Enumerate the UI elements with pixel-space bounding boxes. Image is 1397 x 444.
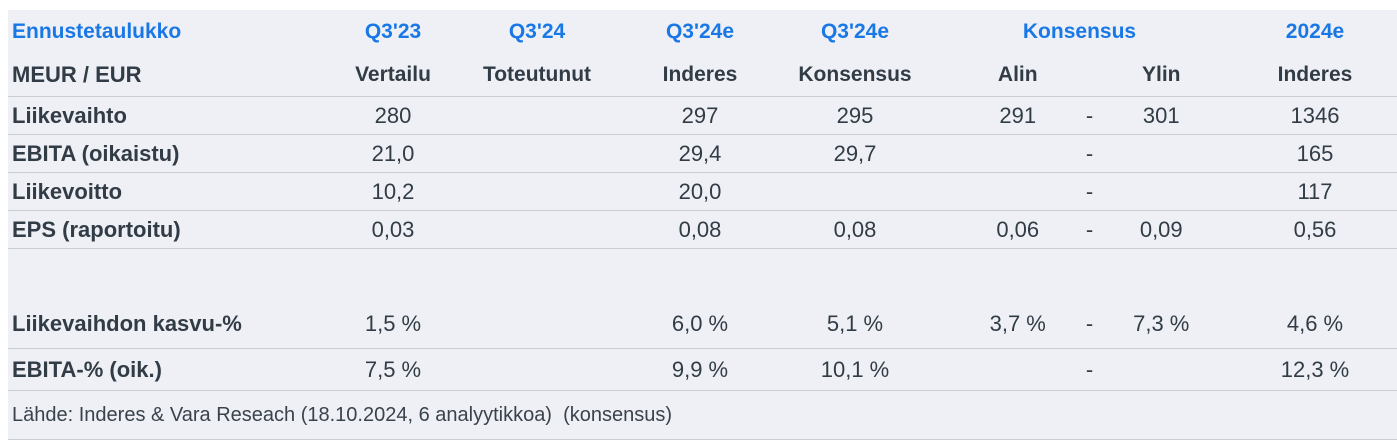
value-2024e: 1346 — [1290, 102, 1340, 128]
value-ylin: 0,09 — [1139, 216, 1183, 242]
range-dash: - — [1085, 178, 1094, 204]
table-title: Ennustetaulukko — [12, 20, 182, 43]
col-header-vertailu: Vertailu — [355, 63, 431, 86]
col-header-konsensus: Konsensus — [798, 63, 912, 86]
col-header-ylin: Ylin — [1141, 63, 1181, 86]
value-2024e: 0,56 — [1293, 216, 1337, 242]
col-header-q3-24: Q3'24 — [508, 20, 566, 43]
table-header: Ennustetaulukko Q3'23 Q3'24 Q3'24e Q3'24… — [8, 10, 1397, 97]
value-range: - — [926, 356, 1233, 382]
value-2024e: 165 — [1296, 140, 1334, 166]
value-inderes: 9,9 % — [671, 356, 729, 382]
value-ylin: 301 — [1142, 102, 1180, 128]
range-dash: - — [1085, 216, 1094, 242]
row-label: Liikevaihdon kasvu-% — [12, 310, 242, 336]
table-row-ebita: EBITA (oikaistu) 21,0 29,4 29,7 - 165 — [8, 135, 1397, 173]
value-range: 291 - 301 — [926, 102, 1233, 128]
col-header-q3-24e-konsensus: Q3'24e — [820, 20, 890, 43]
range-dash: - — [1085, 140, 1094, 166]
value-inderes: 20,0 — [678, 178, 722, 204]
col-header-alin: Alin — [997, 63, 1038, 86]
row-label: Liikevaihto — [12, 102, 127, 128]
value-alin: 291 — [999, 102, 1037, 128]
header-row-periods: Ennustetaulukko Q3'23 Q3'24 Q3'24e Q3'24… — [8, 10, 1397, 53]
col-header-q3-24e-inderes: Q3'24e — [665, 20, 735, 43]
value-2024e: 4,6 % — [1286, 310, 1344, 336]
col-header-2024e: 2024e — [1285, 20, 1345, 43]
value-vertailu: 1,5 % — [364, 310, 422, 336]
range-dash: - — [1085, 356, 1094, 382]
value-konsensus: 0,08 — [833, 216, 877, 242]
value-vertailu: 10,2 — [371, 178, 415, 204]
unit-label: MEUR / EUR — [12, 61, 142, 87]
value-2024e: 12,3 % — [1280, 356, 1350, 382]
col-header-q3-23: Q3'23 — [364, 20, 422, 43]
value-vertailu: 7,5 % — [364, 356, 422, 382]
table-row-ebita-pct: EBITA-% (oik.) 7,5 % 9,9 % 10,1 % - 12,3… — [8, 349, 1397, 391]
col-header-toteutunut: Toteutunut — [482, 63, 592, 86]
value-konsensus: 10,1 % — [820, 356, 890, 382]
value-2024e: 117 — [1297, 178, 1333, 204]
row-label: Liikevoitto — [12, 178, 123, 204]
row-label: EBITA (oikaistu) — [12, 140, 180, 166]
value-konsensus: 295 — [836, 102, 874, 128]
value-vertailu: 280 — [374, 102, 412, 128]
value-inderes: 29,4 — [678, 140, 722, 166]
value-vertailu: 21,0 — [371, 140, 415, 166]
range-dash: - — [1085, 102, 1094, 128]
row-label: EBITA-% (oik.) — [12, 356, 162, 382]
row-label: EPS (raportoitu) — [12, 216, 181, 242]
col-header-inderes-2024: Inderes — [1277, 63, 1353, 86]
value-alin: 3,7 % — [989, 310, 1046, 336]
table-row-liikevaihdon-kasvu: Liikevaihdon kasvu-% 1,5 % 6,0 % 5,1 % 3… — [8, 299, 1397, 349]
table-row-liikevaihto: Liikevaihto 280 297 295 291 - 301 1346 — [8, 97, 1397, 135]
value-konsensus: 29,7 — [833, 140, 877, 166]
col-header-inderes: Inderes — [662, 63, 738, 86]
value-range: - — [926, 178, 1233, 204]
value-ylin: 7,3 % — [1133, 310, 1190, 336]
value-vertailu: 0,03 — [371, 216, 415, 242]
value-konsensus: 5,1 % — [826, 310, 884, 336]
table-row-eps: EPS (raportoitu) 0,03 0,08 0,08 0,06 - 0… — [8, 211, 1397, 249]
col-header-range: Alin Ylin — [926, 64, 1233, 85]
range-dash: - — [1085, 310, 1094, 336]
value-alin: 0,06 — [996, 216, 1040, 242]
spacer-row — [8, 249, 1397, 299]
source-note: Lähde: Inderes & Vara Reseach (18.10.202… — [12, 403, 673, 426]
col-header-konsensus-group: Konsensus — [1022, 20, 1137, 43]
value-inderes: 0,08 — [678, 216, 722, 242]
value-range: 3,7 % - 7,3 % — [926, 310, 1233, 336]
value-range: - — [926, 140, 1233, 166]
header-row-sources: MEUR / EUR Vertailu Toteutunut Inderes K… — [8, 53, 1397, 96]
value-inderes: 297 — [681, 102, 719, 128]
forecast-table: Ennustetaulukko Q3'23 Q3'24 Q3'24e Q3'24… — [8, 10, 1397, 440]
value-range: 0,06 - 0,09 — [926, 216, 1233, 242]
value-inderes: 6,0 % — [671, 310, 729, 336]
table-row-liikevoitto: Liikevoitto 10,2 20,0 - 117 — [8, 173, 1397, 211]
